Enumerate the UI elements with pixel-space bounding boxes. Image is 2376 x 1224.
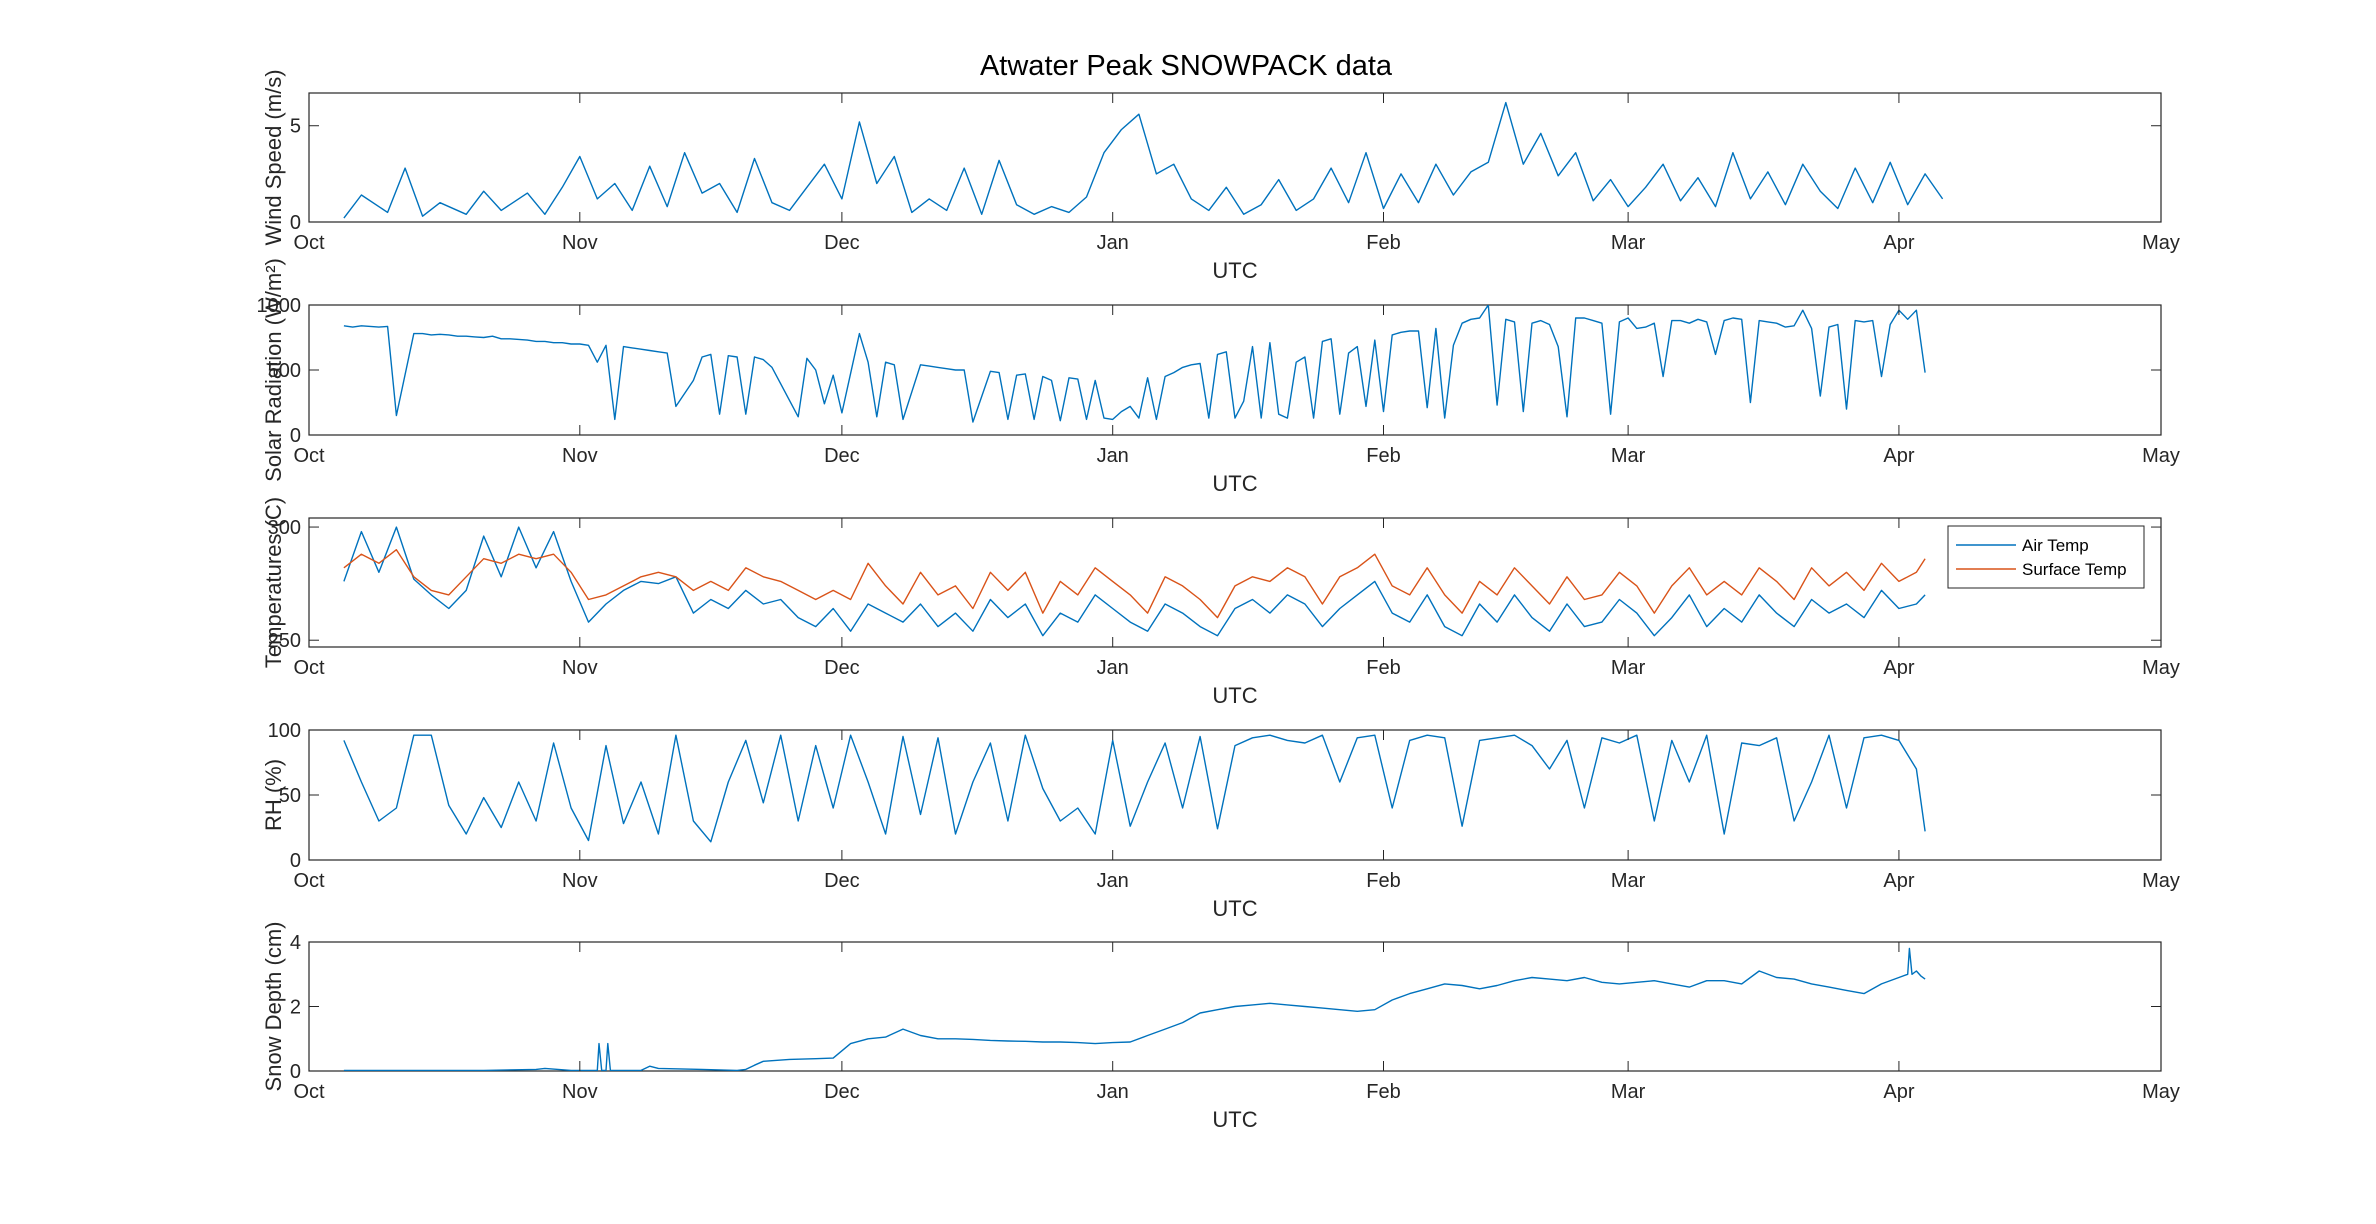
x-tick-label: Dec [824,232,860,254]
x-tick-label: May [2142,232,2180,254]
x-axis-label: UTC [1212,896,1257,921]
x-tick-label: Mar [1611,1081,1646,1103]
x-axis-label: UTC [1212,258,1257,283]
x-tick-label: Mar [1611,870,1646,892]
x-axis-label: UTC [1212,683,1257,708]
x-tick-label: Jan [1097,657,1129,679]
series-line-1 [343,947,1926,1071]
x-tick-label: Feb [1366,870,1400,892]
x-tick-label: Feb [1366,232,1400,254]
x-tick-label: Nov [562,870,598,892]
x-tick-label: Oct [293,445,325,467]
x-tick-label: Jan [1097,232,1129,254]
series-line-air-temp [343,526,1926,637]
x-axis-label: UTC [1212,1107,1257,1132]
x-tick-label: Oct [293,232,325,254]
subplot-1: Oct Nov Dec Jan Feb Mar Apr May 0 5 UTC Wind Speed … [261,69,2180,283]
y-tick-label: 2 [290,997,301,1019]
x-tick-label: Feb [1366,445,1400,467]
x-tick-label: Apr [1883,232,1914,254]
subplot-4: Oct Nov Dec Jan Feb Mar Apr May 0 50 100 UTC RH (%) [261,720,2180,921]
subplot-3: Oct Nov Dec Jan Feb Mar Apr May 250 300 UTC Tempera… [261,497,2180,708]
axes-frame [308,517,2162,648]
y-tick-label: 500 [268,360,301,382]
subplot-5: Oct Nov Dec Jan Feb Mar Apr May 0 2 4 UTC Snow Depth… [261,922,2180,1132]
y-axis-label: Snow Depth (cm) [261,922,286,1092]
x-tick-label: Dec [824,445,860,467]
x-tick-label: Jan [1097,870,1129,892]
x-tick-label: Apr [1883,657,1914,679]
legend-box [1947,525,2145,589]
axes-frame [308,729,2162,861]
x-tick-label: May [2142,657,2180,679]
y-tick-label: 100 [268,720,301,742]
y-tick-label: 0 [290,212,301,234]
x-tick-label: Nov [562,657,598,679]
y-tick-label: 0 [290,425,301,447]
x-tick-label: Mar [1611,657,1646,679]
y-tick-label: 4 [290,932,301,954]
x-tick-label: Dec [824,657,860,679]
x-tick-label: Jan [1097,445,1129,467]
x-tick-label: Apr [1883,445,1914,467]
x-tick-label: May [2142,870,2180,892]
y-tick-label: 300 [268,517,301,539]
x-tick-label: May [2142,445,2180,467]
x-tick-label: Oct [293,1081,325,1103]
x-tick-label: Nov [562,232,598,254]
y-tick-label: 0 [290,1061,301,1083]
x-tick-label: Mar [1611,232,1646,254]
x-tick-label: Mar [1611,445,1646,467]
legend-label: Air Temp [2022,536,2089,555]
x-tick-label: Feb [1366,1081,1400,1103]
axes-frame [308,92,2162,223]
subplot-panels: Oct Nov Dec Jan Feb Mar Apr May 0 5 UTC Wind Speed … [257,69,2180,1132]
x-tick-label: Jan [1097,1081,1129,1103]
series-line-1 [343,305,1926,423]
series-line-1 [343,101,1944,219]
y-tick-label: 250 [268,630,301,652]
figure-title: Atwater Peak SNOWPACK data [980,50,1393,82]
x-tick-label: Oct [293,870,325,892]
x-tick-label: Feb [1366,657,1400,679]
y-tick-label: 50 [279,785,301,807]
x-tick-label: Dec [824,870,860,892]
x-tick-label: Apr [1883,1081,1914,1103]
y-axis-label: RH (%) [261,759,286,831]
x-tick-label: Dec [824,1081,860,1103]
x-axis-label: UTC [1212,471,1257,496]
series-line-1 [343,734,1926,843]
y-tick-label: 5 [290,116,301,138]
legend: Air Temp Surface Temp [1947,525,2145,589]
series-line-surface-temp [343,549,1926,619]
x-tick-label: Apr [1883,870,1914,892]
x-tick-label: Nov [562,445,598,467]
x-tick-label: Nov [562,1081,598,1103]
y-axis-label: Wind Speed (m/s) [261,69,286,245]
y-axis-label: Temperatures (C) [261,497,286,668]
y-axis-label: Solar Radiation (W/m²) [261,258,286,482]
y-tick-label: 1000 [257,295,302,317]
y-tick-label: 0 [290,850,301,872]
x-tick-label: May [2142,1081,2180,1103]
subplot-2: Oct Nov Dec Jan Feb Mar Apr May 0 500 1000 UTC Solar… [257,258,2180,496]
x-tick-label: Oct [293,657,325,679]
legend-label: Surface Temp [2022,560,2127,579]
